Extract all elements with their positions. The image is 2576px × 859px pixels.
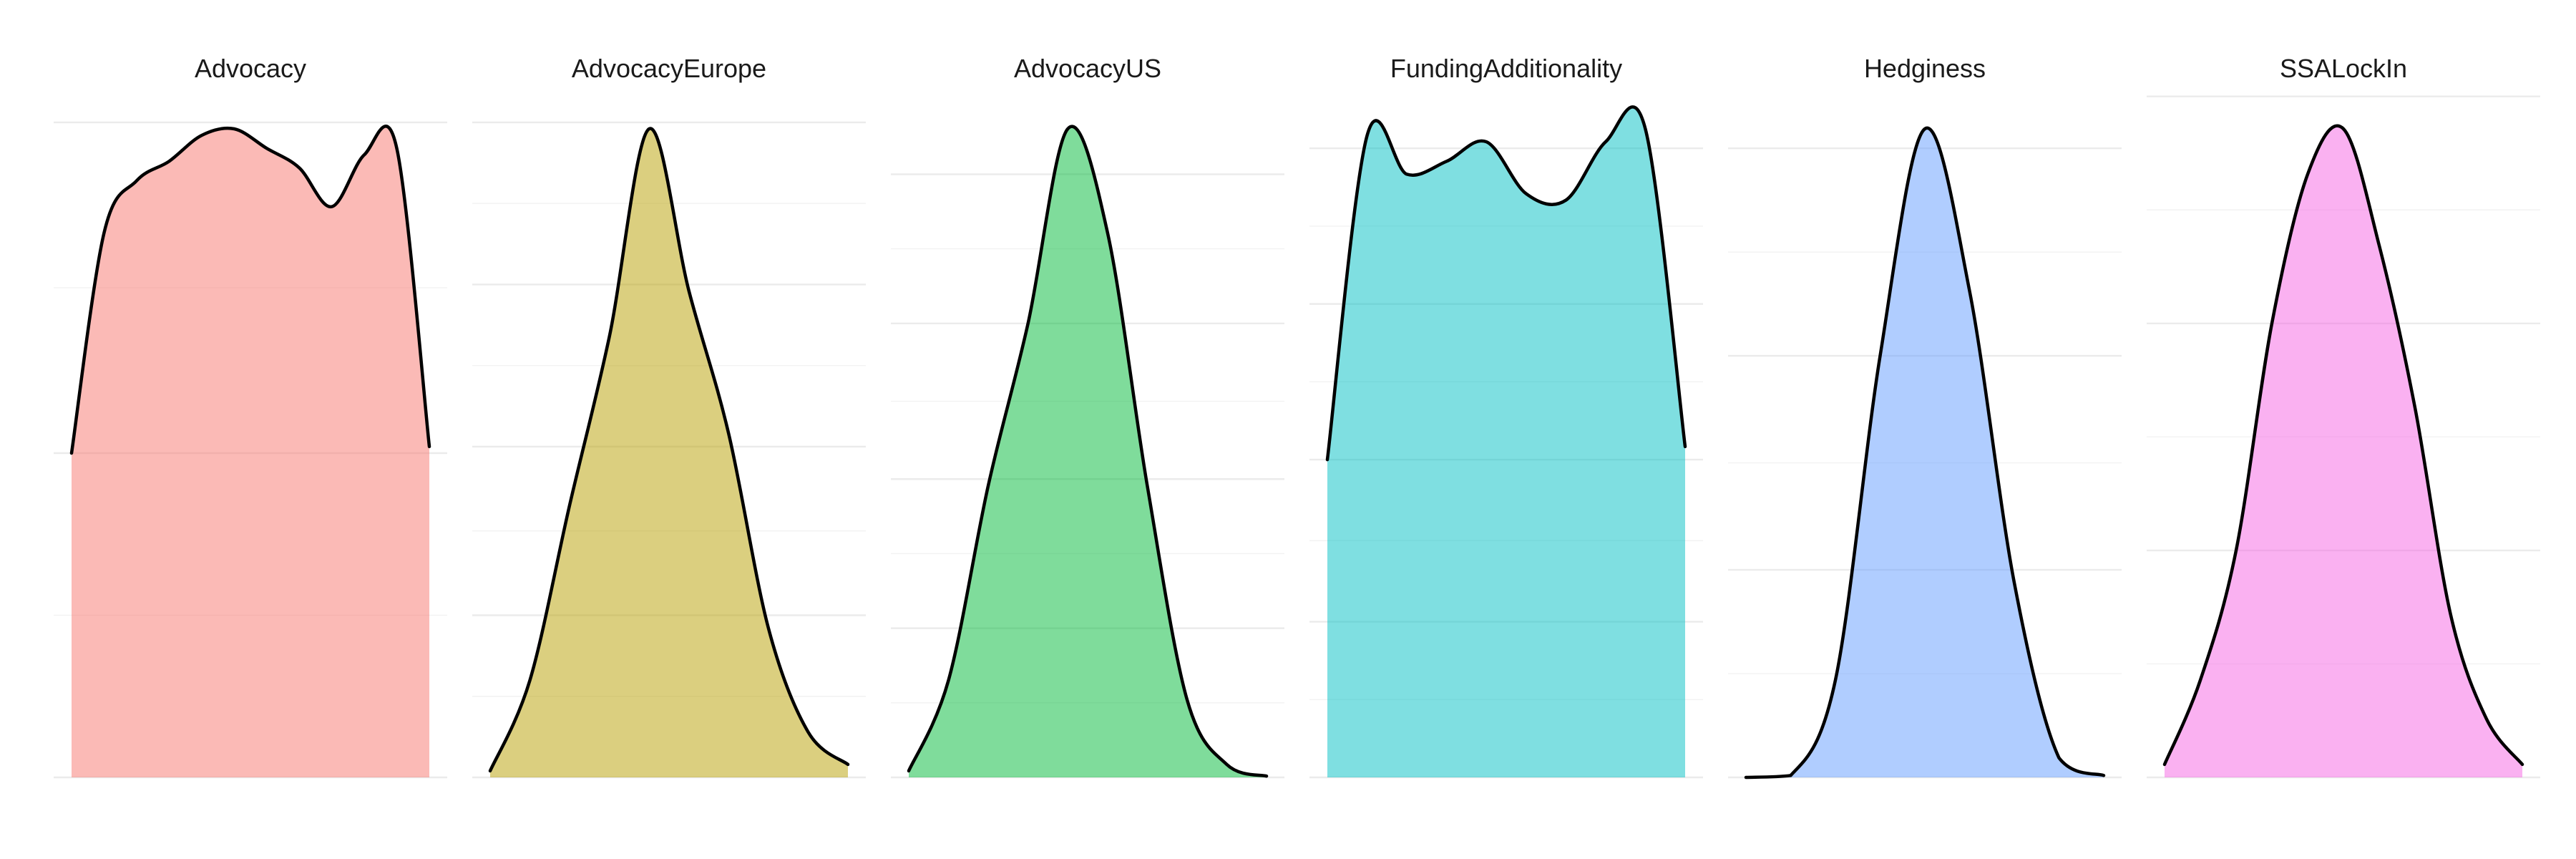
density-line [69,125,431,455]
facet-panel-FundingAdditionality: FundingAdditionality [1309,54,1703,779]
density-line [1744,126,2106,780]
panel-title: Hedginess [1864,54,1986,83]
density-area [1746,127,2104,778]
density-area [2165,125,2522,777]
panel-title: AdvocacyUS [1014,54,1161,83]
density-area [909,126,1267,777]
panel-title: SSALockIn [2280,54,2407,83]
facet-panel-AdvocacyUS: AdvocacyUS [891,54,1284,779]
density-line [1325,105,1687,462]
density-line [907,125,1269,778]
facet-panel-Advocacy: Advocacy [54,54,447,779]
facet-panel-Hedginess: Hedginess [1728,54,2122,780]
density-line [2162,124,2524,767]
panel-title: FundingAdditionality [1390,54,1622,83]
facet-panel-AdvocacyEurope: AdvocacyEurope [472,54,866,779]
facet-panel-SSALockIn: SSALockIn [2147,54,2540,779]
panel-title: AdvocacyEurope [572,54,766,83]
density-area [1327,107,1685,778]
density-line [488,127,850,773]
density-area [72,126,429,777]
panel-title: Advocacy [195,54,306,83]
density-area [490,128,848,777]
